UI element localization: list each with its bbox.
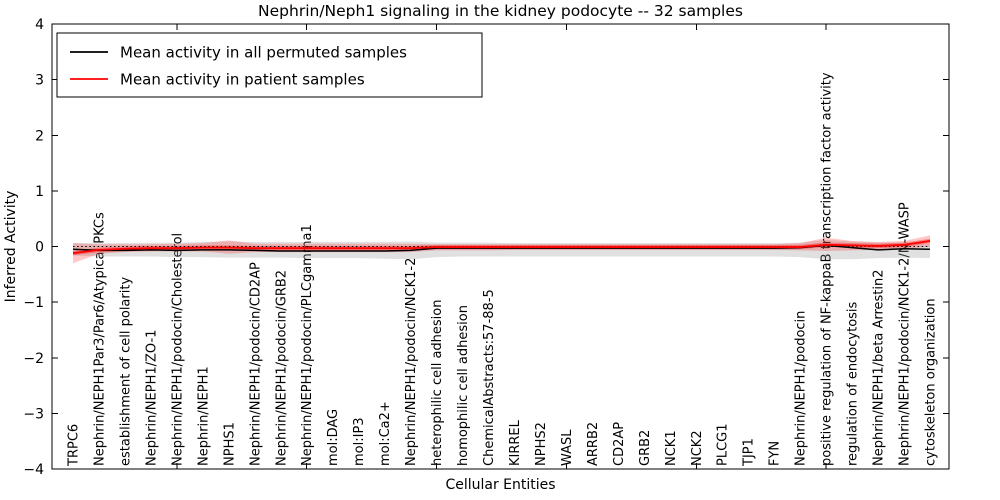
x-tick-label: NCK1 xyxy=(664,430,679,466)
x-tick-label: positive regulation of NF-kappaB transcr… xyxy=(820,72,835,466)
axis-ticks xyxy=(52,23,949,470)
legend-label: Mean activity in all permuted samples xyxy=(120,44,407,62)
y-axis-label: Inferred Activity xyxy=(3,191,19,303)
x-tick-label: NCK2 xyxy=(690,430,705,466)
legend-box xyxy=(56,32,483,98)
x-tick-label: Nephrin/NEPH1/podocin/Cholesterol xyxy=(170,233,185,466)
x-tick-label: Nephrin/NEPH1/ZO-1 xyxy=(144,330,159,466)
x-tick-labels: TRPC6 Nephrin/NEPH1Par3/Par6/Atypical PKC… xyxy=(67,72,939,467)
x-tick-label: ChemicalAbstracts:57-88-5 xyxy=(482,289,497,466)
legend-label: Mean activity in patient samples xyxy=(120,71,365,89)
x-tick-label: establishment of cell polarity xyxy=(118,277,133,466)
x-tick-label: Nephrin/NEPH1/podocin/CD2AP xyxy=(248,262,263,466)
x-axis-label: Cellular Entities xyxy=(445,477,555,493)
y-tick-label: −4 xyxy=(23,462,44,478)
y-tick-label: −1 xyxy=(23,295,44,311)
y-tick-label: 0 xyxy=(35,240,44,256)
x-tick-label: Nephrin/NEPH1/podocin/NCK1-2 xyxy=(404,258,419,466)
y-tick-label: 4 xyxy=(35,17,44,33)
x-tick-label: mol:DAG xyxy=(326,409,341,466)
y-tick-label: 1 xyxy=(35,184,44,200)
y-tick-label: −2 xyxy=(23,351,44,367)
x-tick-label: cytoskeleton organization xyxy=(924,298,939,466)
x-tick-label: mol:Ca2+ xyxy=(378,401,393,466)
x-tick-label: GRB2 xyxy=(638,430,653,466)
x-tick-label: WASL xyxy=(560,429,575,466)
patient-mean-line xyxy=(72,240,931,255)
x-tick-label: Nephrin/NEPH1 xyxy=(196,366,211,466)
x-tick-label: FYN xyxy=(768,441,783,466)
x-tick-label: mol:IP3 xyxy=(352,417,367,466)
y-tick-label: 2 xyxy=(35,128,44,144)
legend: Mean activity in all permuted samples Mea… xyxy=(56,32,483,98)
x-tick-label: TRPC6 xyxy=(67,424,82,467)
x-tick-label: NPHS1 xyxy=(222,422,237,466)
y-tick-label: −3 xyxy=(23,406,44,422)
x-tick-label: Nephrin/NEPH1/podocin/GRB2 xyxy=(274,270,289,466)
x-tick-label: Nephrin/NEPH1/podocin xyxy=(794,311,809,466)
x-tick-label: CD2AP xyxy=(612,422,627,466)
y-tick-labels: −4 −3 −2 −1 0 1 2 3 4 xyxy=(23,17,44,478)
x-tick-label: Nephrin/NEPH1/podocin/NCK1-2/N-WASP xyxy=(898,202,913,466)
x-tick-label: homophilic cell adhesion xyxy=(456,305,471,466)
x-tick-label: Nephrin/NEPH1Par3/Par6/Atypical PKCs xyxy=(92,212,107,466)
x-tick-label: TJP1 xyxy=(742,438,757,467)
x-tick-label: Nephrin/NEPH1/podocin/PLCgamma1 xyxy=(300,224,315,466)
x-tick-label: PLCG1 xyxy=(716,423,731,466)
x-tick-label: KIRREL xyxy=(508,419,523,466)
x-tick-label: heterophilic cell adhesion xyxy=(430,300,445,467)
chart-title: Nephrin/Neph1 signaling in the kidney po… xyxy=(258,2,743,20)
x-tick-label: Nephrin/NEPH1/beta Arrestin2 xyxy=(872,270,887,467)
x-tick-label: NPHS2 xyxy=(534,422,549,466)
x-tick-label: regulation of endocytosis xyxy=(846,301,861,466)
y-tick-label: 3 xyxy=(35,73,44,89)
x-tick-label: ARRB2 xyxy=(586,422,601,466)
patient-samples-outer-band xyxy=(73,235,930,264)
permuted-samples-range xyxy=(73,239,930,260)
